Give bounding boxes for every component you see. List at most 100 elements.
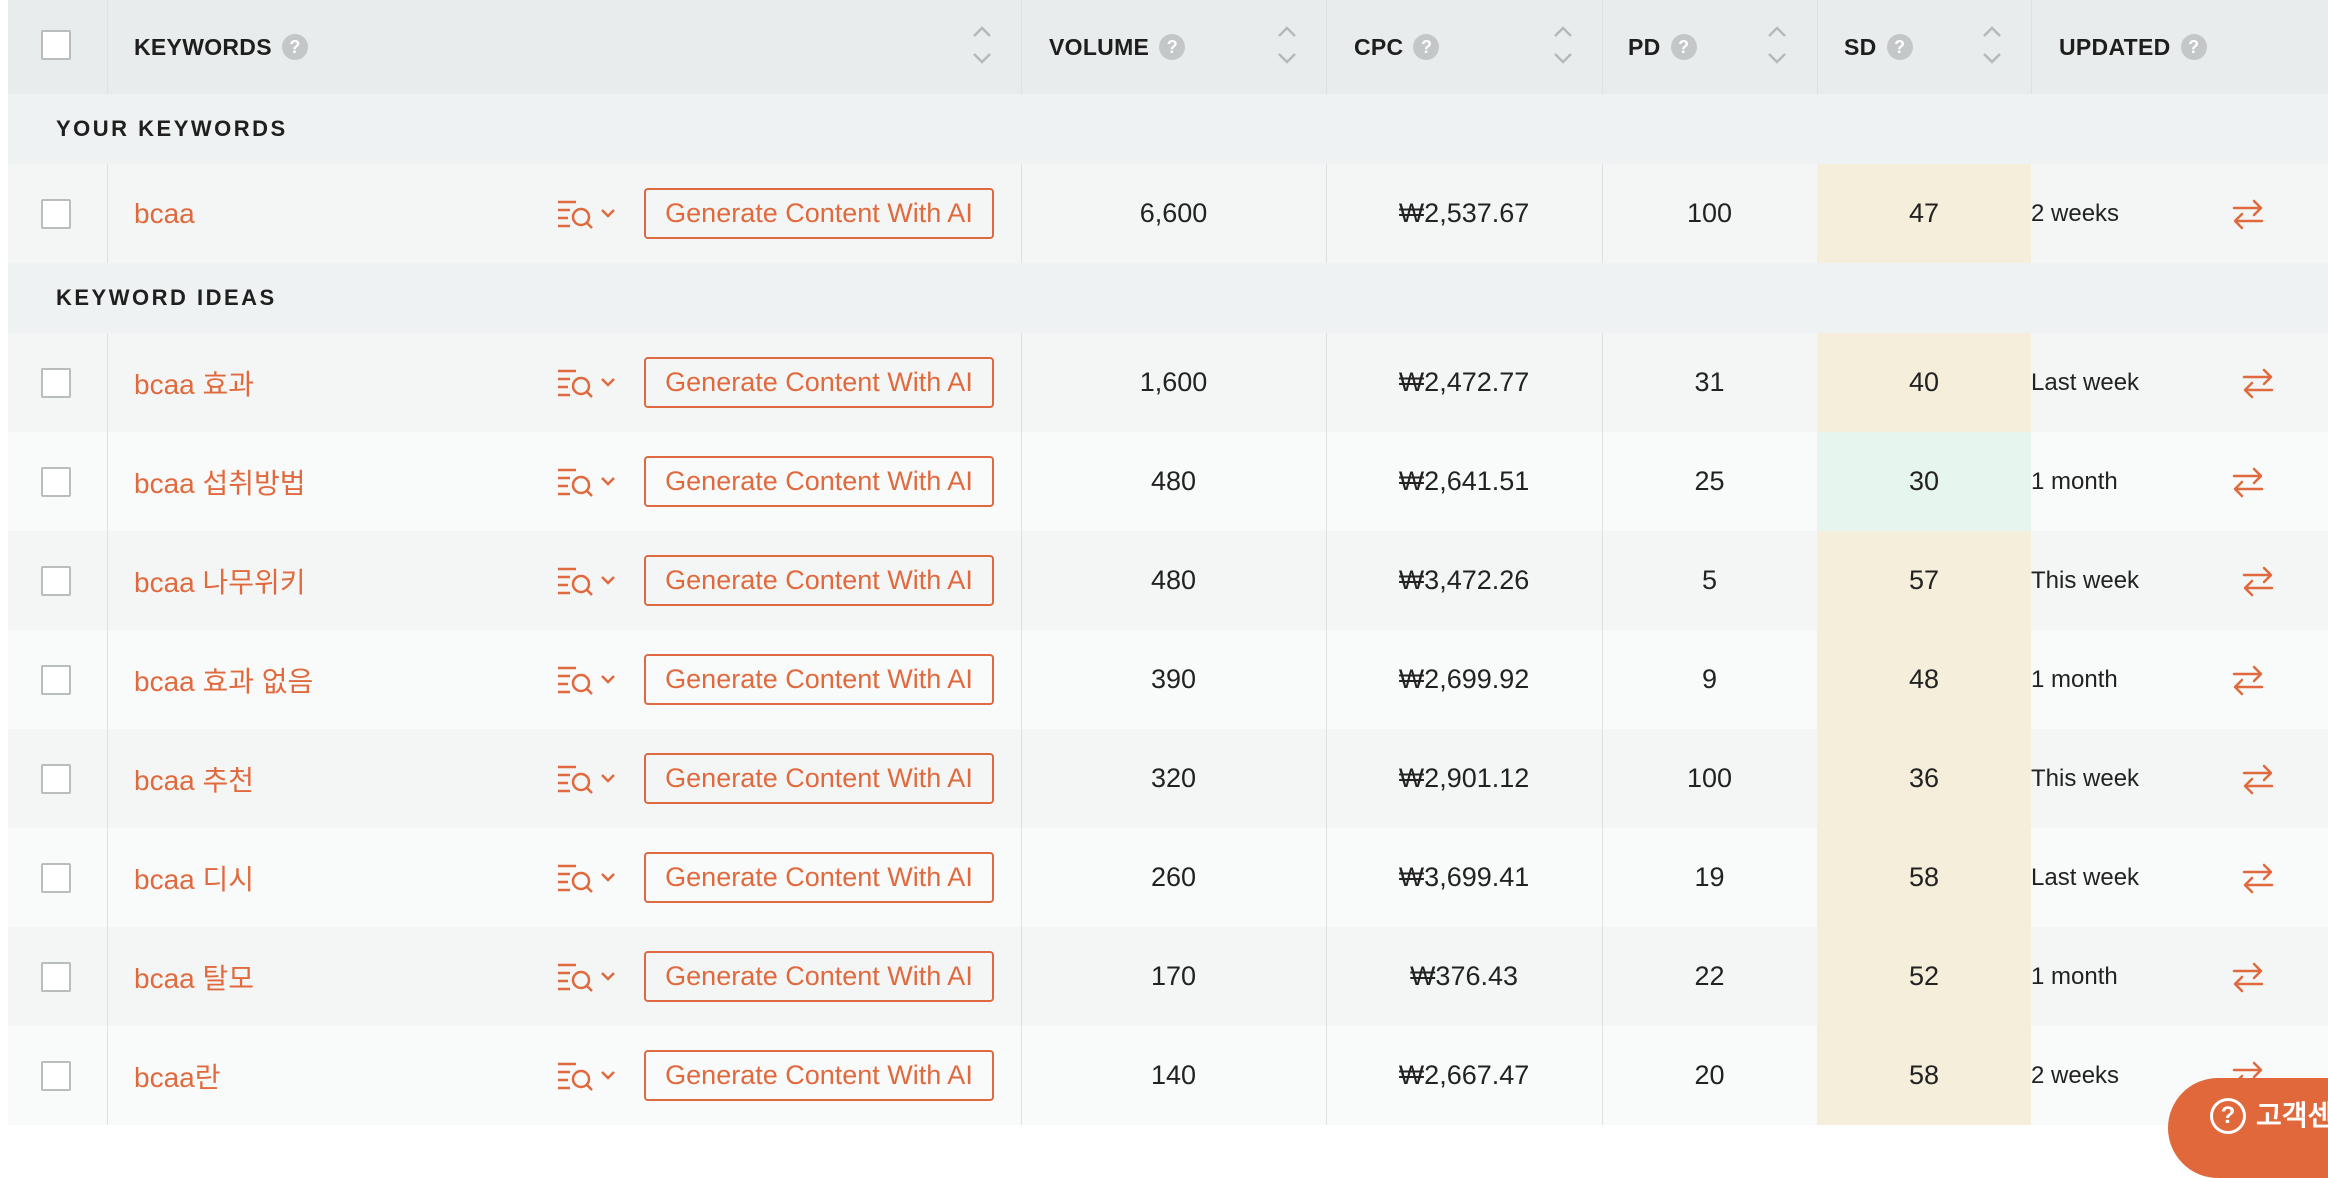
help-icon[interactable]: ? <box>1670 34 1697 60</box>
column-header-keywords[interactable]: KEYWORDS ? <box>134 0 308 94</box>
help-icon[interactable]: ? <box>1159 34 1186 60</box>
updated-text: 1 month <box>2031 467 2118 495</box>
select-all-checkbox[interactable] <box>41 30 71 60</box>
sort-volume-icon[interactable] <box>1275 20 1299 70</box>
updated-text: 1 month <box>2031 962 2118 990</box>
sort-keywords-icon[interactable] <box>970 20 994 70</box>
pd-value: 100 <box>1686 763 1733 793</box>
help-icon[interactable]: ? <box>2180 34 2207 60</box>
filter-search-icon[interactable] <box>554 1058 622 1094</box>
refresh-icon[interactable] <box>2238 363 2278 403</box>
generate-content-button[interactable]: Generate Content With AI <box>644 654 994 705</box>
column-header-cpc[interactable]: CPC ? <box>1354 0 1440 94</box>
updated-text: This week <box>2031 764 2140 792</box>
refresh-icon[interactable] <box>2228 957 2268 997</box>
generate-content-button[interactable]: Generate Content With AI <box>644 456 994 507</box>
help-icon[interactable]: ? <box>1886 34 1913 60</box>
keyword-link[interactable]: bcaa 효과 <box>134 368 255 400</box>
generate-content-button[interactable]: Generate Content With AI <box>644 951 994 1002</box>
refresh-icon[interactable] <box>2228 194 2268 234</box>
updated-cell: 1 month <box>2031 927 2328 1026</box>
row-checkbox[interactable] <box>41 566 71 596</box>
pd-value: 25 <box>1694 466 1725 496</box>
volume-value: 320 <box>1150 763 1197 793</box>
row-checkbox[interactable] <box>41 764 71 794</box>
filter-search-icon[interactable] <box>554 563 622 599</box>
help-icon[interactable]: ? <box>281 34 308 60</box>
row-checkbox[interactable] <box>41 467 71 497</box>
keyword-link[interactable]: bcaa 섭취방법 <box>134 467 306 499</box>
volume-value: 260 <box>1150 862 1197 892</box>
row-checkbox[interactable] <box>41 1061 71 1091</box>
column-label-keywords: KEYWORDS <box>134 33 272 60</box>
pd-value: 9 <box>1701 664 1718 694</box>
pd-value: 20 <box>1694 1060 1725 1090</box>
sd-value: 40 <box>1817 333 2031 432</box>
keyword-link[interactable]: bcaa <box>134 197 195 229</box>
row-checkbox[interactable] <box>41 863 71 893</box>
sd-value: 48 <box>1817 630 2031 729</box>
column-label-updated: UPDATED <box>2059 33 2171 60</box>
row-checkbox[interactable] <box>41 962 71 992</box>
generate-content-button[interactable]: Generate Content With AI <box>644 188 994 239</box>
generate-content-button[interactable]: Generate Content With AI <box>644 1050 994 1101</box>
table-row: bcaa 효과 없음 Generate Content With AI 390 … <box>8 630 2328 729</box>
generate-content-button[interactable]: Generate Content With AI <box>644 852 994 903</box>
refresh-icon[interactable] <box>2238 561 2278 601</box>
refresh-icon[interactable] <box>2228 462 2268 502</box>
row-checkbox[interactable] <box>41 368 71 398</box>
row-checkbox[interactable] <box>41 199 71 229</box>
volume-value: 480 <box>1150 466 1197 496</box>
help-icon[interactable]: ? <box>1413 34 1440 60</box>
sort-pd-icon[interactable] <box>1765 20 1789 70</box>
filter-search-icon[interactable] <box>554 365 622 401</box>
column-label-sd: SD <box>1844 33 1877 60</box>
section-title: KEYWORD IDEAS <box>56 285 277 310</box>
updated-cell: 1 month <box>2031 630 2328 729</box>
updated-text: 2 weeks <box>2031 199 2120 227</box>
column-header-volume[interactable]: VOLUME ? <box>1049 0 1186 94</box>
column-label-pd: PD <box>1628 33 1661 60</box>
keyword-link[interactable]: bcaa 효과 없음 <box>134 665 314 697</box>
cpc-value: ₩2,901.12 <box>1398 763 1530 793</box>
support-chat-button[interactable]: ? 고객센터 <box>2168 1078 2328 1178</box>
table-header: KEYWORDS ? VOLUME ? CPC ? PD ? <box>8 0 2328 96</box>
updated-cell: 2 weeks <box>2031 164 2328 263</box>
updated-text: Last week <box>2031 368 2140 396</box>
generate-content-button[interactable]: Generate Content With AI <box>644 555 994 606</box>
column-header-updated[interactable]: UPDATED ? <box>2059 0 2207 94</box>
filter-search-icon[interactable] <box>554 464 622 500</box>
refresh-icon[interactable] <box>2228 660 2268 700</box>
sort-cpc-icon[interactable] <box>1551 20 1575 70</box>
cpc-value: ₩376.43 <box>1409 961 1519 991</box>
sd-value: 47 <box>1817 164 2031 263</box>
keywords-table: KEYWORDS ? VOLUME ? CPC ? PD ? <box>8 0 2328 1138</box>
filter-search-icon[interactable] <box>554 860 622 896</box>
row-checkbox[interactable] <box>41 665 71 695</box>
filter-search-icon[interactable] <box>554 662 622 698</box>
generate-content-button[interactable]: Generate Content With AI <box>644 357 994 408</box>
filter-search-icon[interactable] <box>554 761 622 797</box>
cpc-value: ₩2,641.51 <box>1398 466 1530 496</box>
keyword-link[interactable]: bcaa 탈모 <box>134 962 255 994</box>
refresh-icon[interactable] <box>2238 759 2278 799</box>
updated-cell: This week <box>2031 729 2328 828</box>
table-row: bcaa Generate Content With AI 6,600 ₩2,5… <box>8 164 2328 263</box>
refresh-icon[interactable] <box>2238 858 2278 898</box>
keyword-link[interactable]: bcaa란 <box>134 1061 221 1093</box>
keyword-link[interactable]: bcaa 디시 <box>134 863 255 895</box>
column-label-cpc: CPC <box>1354 33 1404 60</box>
keyword-link[interactable]: bcaa 추천 <box>134 764 255 796</box>
filter-search-icon[interactable] <box>554 196 622 232</box>
column-header-pd[interactable]: PD ? <box>1628 0 1697 94</box>
sort-sd-icon[interactable] <box>1980 20 2004 70</box>
cpc-value: ₩2,699.92 <box>1398 664 1530 694</box>
table-row: bcaa 추천 Generate Content With AI 320 ₩2,… <box>8 729 2328 828</box>
table-row: bcaa 탈모 Generate Content With AI 170 ₩37… <box>8 927 2328 1026</box>
column-header-sd[interactable]: SD ? <box>1844 0 1913 94</box>
keyword-link[interactable]: bcaa 나무위키 <box>134 566 306 598</box>
updated-text: 2 weeks <box>2031 1061 2120 1089</box>
table-row: bcaa 효과 Generate Content With AI 1,600 ₩… <box>8 333 2328 432</box>
filter-search-icon[interactable] <box>554 959 622 995</box>
generate-content-button[interactable]: Generate Content With AI <box>644 753 994 804</box>
